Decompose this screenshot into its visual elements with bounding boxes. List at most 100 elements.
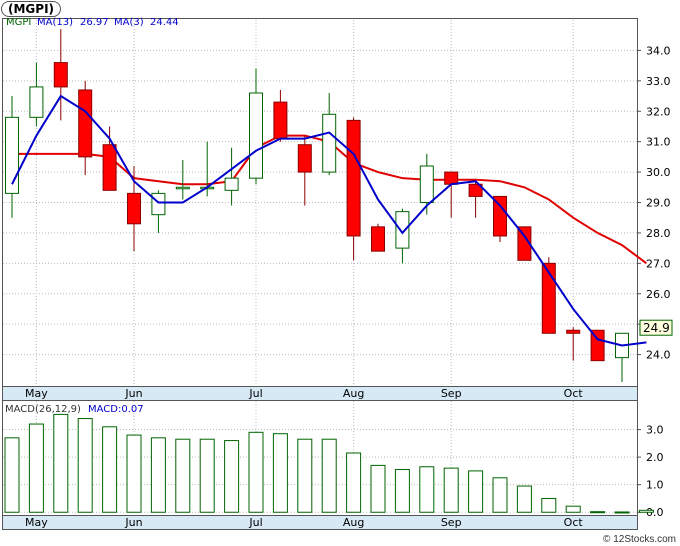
candle-body — [395, 211, 410, 249]
macd-bar — [272, 433, 288, 513]
macd-legend: MACD(26,12,9) MACD:0.07 — [5, 404, 144, 415]
candle-body — [29, 86, 44, 118]
candle-down — [493, 195, 507, 243]
date-axis-band: May Jun Jul Aug Sep Oct — [2, 386, 638, 401]
candle-body — [297, 144, 312, 173]
macd-bar — [126, 434, 142, 513]
candle-up — [395, 208, 410, 264]
macd-bar — [199, 438, 215, 513]
candle-down — [468, 181, 483, 218]
macd-bar — [370, 464, 386, 513]
macd-bar — [638, 509, 654, 513]
candle-body — [127, 192, 141, 225]
candle-body — [468, 183, 483, 197]
macd-bar — [4, 437, 20, 513]
macd-bar — [492, 477, 508, 513]
candle-body — [78, 89, 93, 158]
macd-legend-label: MACD(26,12,9) — [5, 404, 81, 415]
candle-body — [444, 171, 459, 185]
date-label-top: Jul — [248, 387, 262, 400]
macd-bar — [53, 413, 69, 513]
candle-body — [346, 119, 361, 237]
macd-bar — [419, 466, 435, 513]
candle-down — [78, 80, 93, 176]
candle-down — [346, 117, 361, 261]
macd-tick-label: 3.0 — [646, 424, 664, 437]
bottom-date-band: May Jun Jul Aug Sep Oct — [2, 515, 638, 530]
macd-bar — [297, 438, 313, 513]
date-label-bottom: Jul — [248, 516, 262, 529]
price-tick-label: 32.0 — [646, 105, 671, 118]
candle-body — [419, 165, 434, 203]
date-axis-band-bg — [2, 386, 638, 401]
candle-body — [590, 329, 605, 362]
date-label-top: Oct — [564, 387, 584, 400]
legend-ma13-label: MA(13) — [37, 17, 73, 28]
price-tick-label: 29.0 — [646, 197, 671, 210]
date-label-top: Aug — [343, 387, 364, 400]
date-axis-bottom-labels: May Jun Jul Aug Sep Oct — [25, 516, 583, 529]
macd-bar — [321, 438, 337, 513]
macd-bar — [102, 426, 118, 513]
price-flag-box — [639, 319, 673, 336]
macd-legend-value: MACD:0.07 — [88, 404, 144, 415]
candles-layer — [5, 29, 654, 382]
candle-body — [249, 92, 263, 179]
date-axis-top-labels: May Jun Jul Aug Sep Oct — [25, 387, 583, 400]
macd-bar — [541, 497, 557, 513]
candle-body — [371, 226, 385, 252]
candle-body — [5, 116, 19, 194]
price-tick-label: 26.0 — [646, 288, 671, 301]
macd-tick-label: 2.0 — [646, 451, 664, 464]
candle-body — [53, 62, 68, 88]
candle-up — [322, 93, 337, 176]
date-label-bottom: May — [25, 516, 48, 529]
candle-body — [322, 113, 337, 173]
price-tick-label: 27.0 — [646, 257, 671, 270]
macd-bar — [565, 505, 581, 513]
date-label-top: Sep — [441, 387, 462, 400]
candle-down — [102, 126, 117, 191]
macd-bar — [394, 469, 410, 513]
price-flag-text: 24.9 — [643, 321, 670, 335]
candle-down — [541, 257, 556, 334]
macd-bar — [468, 470, 484, 513]
legend-symbol: MGPI — [6, 17, 31, 28]
candle-body — [517, 226, 532, 261]
macd-bar — [590, 511, 606, 514]
candle-up — [5, 96, 19, 218]
date-label-bottom: Sep — [441, 516, 462, 529]
price-tick-label: 28.0 — [646, 227, 671, 240]
ticker-badge: (MGPI) — [1, 1, 62, 17]
candle-down — [566, 327, 581, 361]
candle-down — [590, 329, 605, 362]
price-tick-label: 34.0 — [646, 44, 671, 57]
candle-up — [29, 62, 44, 127]
candle-down — [53, 29, 68, 121]
candle-down — [517, 226, 532, 261]
candle-body — [541, 262, 556, 334]
price-tick-label: 30.0 — [646, 166, 671, 179]
macd-bar — [614, 511, 630, 514]
price-tick-label: 24.0 — [646, 349, 671, 362]
candle-body — [102, 144, 117, 191]
legend-ma3-label: MA(3) — [114, 17, 144, 28]
watermark: © 12Stocks.com — [603, 534, 676, 545]
macd-bar — [443, 467, 459, 513]
macd-bar — [346, 452, 362, 513]
macd-bar — [77, 418, 93, 513]
candle-body — [224, 177, 239, 191]
price-panel: 24.025.026.027.028.029.030.031.032.033.0… — [2, 17, 673, 387]
date-label-bottom: Oct — [564, 516, 584, 529]
candle-down — [444, 171, 459, 218]
date-label-bottom: Aug — [343, 516, 364, 529]
legend-ma13-value: 26.97 — [80, 17, 109, 28]
macd-tick-label: 1.0 — [646, 479, 664, 492]
last-price-flag: 24.9 — [639, 319, 673, 336]
candle-down — [297, 135, 312, 206]
date-label-top: May — [25, 387, 48, 400]
macd-panel: 0.0 1.0 2.0 3.0 MACD(26,12,9) MACD:0.07 — [2, 400, 664, 519]
macd-tick-label: 0.0 — [646, 506, 664, 519]
macd-bar — [28, 423, 44, 513]
